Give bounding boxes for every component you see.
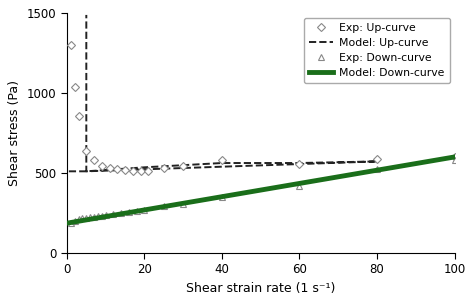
Exp: Up-curve: (19, 513): Up-curve: (19, 513) bbox=[138, 169, 144, 173]
Exp: Down-curve: (9, 232): Down-curve: (9, 232) bbox=[99, 214, 105, 218]
Exp: Up-curve: (17, 515): Up-curve: (17, 515) bbox=[130, 169, 136, 172]
Exp: Up-curve: (15, 518): Up-curve: (15, 518) bbox=[122, 168, 128, 172]
Exp: Down-curve: (10, 236): Down-curve: (10, 236) bbox=[103, 213, 109, 217]
Exp: Down-curve: (2, 200): Down-curve: (2, 200) bbox=[72, 219, 78, 223]
Exp: Down-curve: (7, 225): Down-curve: (7, 225) bbox=[91, 215, 97, 218]
Exp: Down-curve: (14, 250): Down-curve: (14, 250) bbox=[118, 211, 124, 215]
Exp: Down-curve: (6, 222): Down-curve: (6, 222) bbox=[87, 215, 93, 219]
Exp: Down-curve: (25, 292): Down-curve: (25, 292) bbox=[161, 204, 167, 208]
Exp: Down-curve: (40, 350): Down-curve: (40, 350) bbox=[219, 195, 225, 199]
Exp: Down-curve: (80, 525): Down-curve: (80, 525) bbox=[374, 167, 380, 171]
Exp: Up-curve: (9, 545): Up-curve: (9, 545) bbox=[99, 164, 105, 168]
Exp: Up-curve: (100, 600): Up-curve: (100, 600) bbox=[452, 155, 457, 159]
Line: Exp: Up-curve: Exp: Up-curve bbox=[68, 42, 458, 174]
Exp: Up-curve: (3, 855): Up-curve: (3, 855) bbox=[76, 115, 82, 118]
Exp: Up-curve: (40, 580): Up-curve: (40, 580) bbox=[219, 158, 225, 162]
Exp: Up-curve: (7, 580): Up-curve: (7, 580) bbox=[91, 158, 97, 162]
Legend: Exp: Up-curve, Model: Up-curve, Exp: Down-curve, Model: Down-curve: Exp: Up-curve, Model: Up-curve, Exp: Dow… bbox=[304, 18, 450, 83]
Exp: Down-curve: (18, 262): Down-curve: (18, 262) bbox=[134, 209, 139, 213]
Model: Up-curve: (80, 572): Up-curve: (80, 572) bbox=[374, 160, 380, 163]
Exp: Up-curve: (1, 1.3e+03): Up-curve: (1, 1.3e+03) bbox=[68, 43, 73, 47]
Model: Up-curve: (5, 510): Up-curve: (5, 510) bbox=[83, 169, 89, 173]
Exp: Down-curve: (5, 220): Down-curve: (5, 220) bbox=[83, 216, 89, 219]
Line: Exp: Down-curve: Exp: Down-curve bbox=[68, 157, 458, 226]
Model: Up-curve: (5, 1.49e+03): Up-curve: (5, 1.49e+03) bbox=[83, 13, 89, 17]
Exp: Down-curve: (16, 255): Down-curve: (16, 255) bbox=[126, 210, 132, 214]
Model: Up-curve: (20, 535): Up-curve: (20, 535) bbox=[142, 165, 147, 169]
Exp: Down-curve: (8, 228): Down-curve: (8, 228) bbox=[95, 215, 101, 218]
Exp: Up-curve: (80, 585): Up-curve: (80, 585) bbox=[374, 158, 380, 161]
Y-axis label: Shear stress (Pa): Shear stress (Pa) bbox=[9, 80, 21, 186]
Exp: Up-curve: (30, 545): Up-curve: (30, 545) bbox=[181, 164, 186, 168]
Exp: Up-curve: (13, 522): Up-curve: (13, 522) bbox=[115, 168, 120, 171]
Line: Model: Up-curve: Model: Up-curve bbox=[69, 15, 377, 171]
Exp: Down-curve: (20, 270): Down-curve: (20, 270) bbox=[142, 208, 147, 211]
Exp: Up-curve: (60, 558): Up-curve: (60, 558) bbox=[297, 162, 302, 165]
Exp: Down-curve: (1, 185): Down-curve: (1, 185) bbox=[68, 221, 73, 225]
Exp: Down-curve: (100, 578): Down-curve: (100, 578) bbox=[452, 159, 457, 162]
Model: Up-curve: (0.5, 510): Up-curve: (0.5, 510) bbox=[66, 169, 72, 173]
Exp: Down-curve: (3, 210): Down-curve: (3, 210) bbox=[76, 217, 82, 221]
Exp: Down-curve: (30, 305): Down-curve: (30, 305) bbox=[181, 202, 186, 206]
Exp: Down-curve: (60, 415): Down-curve: (60, 415) bbox=[297, 185, 302, 188]
X-axis label: Shear strain rate (1 s⁻¹): Shear strain rate (1 s⁻¹) bbox=[186, 282, 336, 295]
Exp: Up-curve: (5, 640): Up-curve: (5, 640) bbox=[83, 149, 89, 152]
Model: Up-curve: (5, 510): Up-curve: (5, 510) bbox=[83, 169, 89, 173]
Exp: Down-curve: (12, 244): Down-curve: (12, 244) bbox=[110, 212, 116, 215]
Exp: Up-curve: (11, 530): Up-curve: (11, 530) bbox=[107, 166, 112, 170]
Exp: Up-curve: (2, 1.04e+03): Up-curve: (2, 1.04e+03) bbox=[72, 85, 78, 88]
Model: Up-curve: (40, 562): Up-curve: (40, 562) bbox=[219, 161, 225, 165]
Exp: Down-curve: (4, 215): Down-curve: (4, 215) bbox=[80, 217, 85, 220]
Model: Up-curve: (60, 562): Up-curve: (60, 562) bbox=[297, 161, 302, 165]
Exp: Up-curve: (25, 530): Up-curve: (25, 530) bbox=[161, 166, 167, 170]
Exp: Up-curve: (21, 512): Up-curve: (21, 512) bbox=[146, 169, 151, 173]
